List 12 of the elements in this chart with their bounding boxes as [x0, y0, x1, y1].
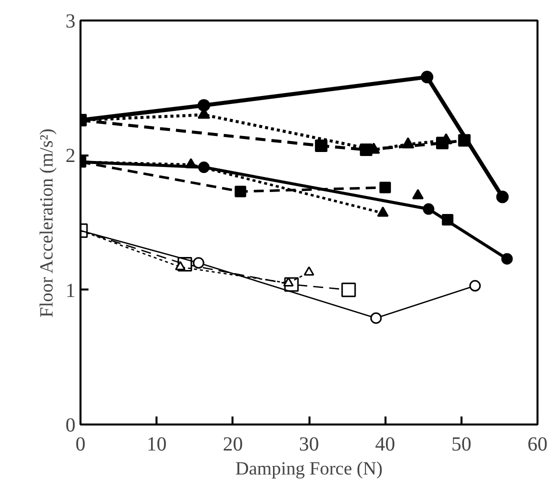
- x-tick-label: 30: [299, 434, 319, 456]
- x-tick-label: 40: [375, 434, 396, 456]
- y-axis-title: Floor Acceleration (m/s²): [36, 128, 58, 318]
- x-axis-title: Damping Force (N): [235, 458, 383, 480]
- x-tick-label: 60: [528, 434, 548, 456]
- x-tick-label: 50: [451, 434, 472, 456]
- y-tick-label: 3: [66, 10, 76, 32]
- y-tick-label: 0: [66, 414, 76, 436]
- x-tick-label: 20: [222, 434, 243, 456]
- x-tick-label: 10: [146, 434, 167, 456]
- y-tick-label: 1: [66, 280, 76, 302]
- y-tick-label: 2: [66, 145, 76, 168]
